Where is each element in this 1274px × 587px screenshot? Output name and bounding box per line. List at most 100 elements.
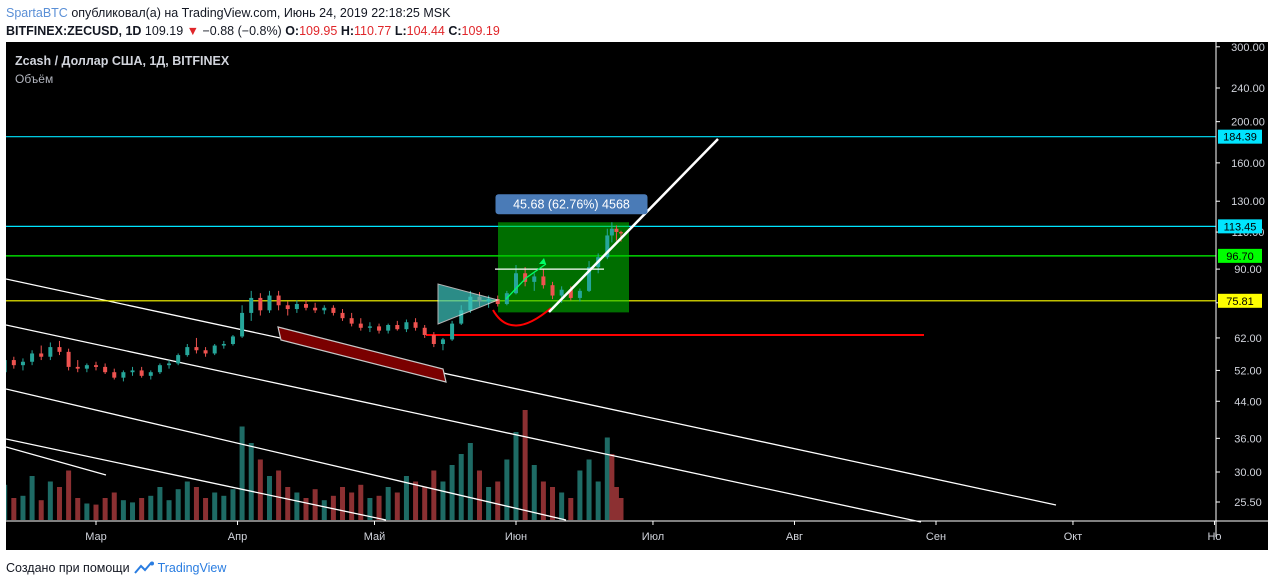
channel-line: [5, 324, 922, 523]
time-axis[interactable]: Мар Апр Май Июн Июл Авг Сен Окт Но: [6, 520, 1268, 543]
volume-bar: [47, 481, 53, 520]
x-tick-label: Июн: [505, 531, 527, 543]
volume-bar: [166, 500, 172, 520]
candle-body: [587, 267, 592, 291]
volume-bar: [193, 487, 199, 520]
volume-bar: [212, 492, 218, 520]
price-level-tag: [1218, 219, 1262, 234]
volume-bar: [2, 484, 8, 520]
candle-body: [167, 363, 172, 366]
candle-body: [39, 353, 44, 357]
candle-body: [577, 290, 582, 298]
volume-bar: [257, 459, 263, 520]
price-level-tag: [1218, 248, 1262, 263]
candle-body: [267, 295, 272, 311]
candle-body: [57, 347, 62, 352]
candle-body: [514, 273, 518, 294]
y-tick-label: 240.00: [1231, 83, 1265, 95]
candle-body: [431, 334, 436, 344]
low-value: 104.44: [406, 24, 445, 38]
candle-body: [532, 276, 537, 282]
candle-body: [66, 351, 71, 367]
created-with-text: Создано при помощи: [6, 561, 130, 575]
volume-bar: [513, 432, 519, 520]
price-chart[interactable]: 45.68 (62.76%) 4568 300.00 240.00 200.00 16…: [2, 42, 1268, 550]
volume-bar: [276, 470, 282, 520]
candle-body: [413, 322, 418, 328]
y-tick-label: 36.00: [1234, 433, 1262, 445]
volume-bar: [618, 498, 624, 520]
volume-bar: [120, 500, 126, 520]
open-value: 109.95: [299, 24, 338, 38]
drawings-layer: 45.68 (62.76%) 4568: [437, 138, 719, 327]
candle-body: [112, 372, 117, 378]
volume-bar: [568, 498, 574, 520]
volume-bar: [394, 492, 400, 520]
volume-bar: [102, 498, 108, 520]
candle-body: [2, 360, 7, 373]
volume-bar: [376, 495, 382, 520]
volume-bar: [531, 465, 537, 520]
channel-line: [5, 278, 1057, 506]
volume-bar: [385, 487, 391, 520]
y-tick-label: 90.00: [1234, 264, 1262, 276]
price-level-tag-label: 184.39: [1223, 132, 1257, 144]
candle-body: [240, 312, 245, 337]
cup-arc: [492, 307, 552, 327]
candle-body: [139, 370, 144, 376]
candle-body: [609, 228, 614, 236]
volume-bar: [139, 498, 145, 520]
publish-line: SpartaBTC опубликовал(а) на TradingView.…: [6, 4, 500, 22]
candle-body: [404, 322, 409, 330]
price-level-tag: [1218, 129, 1262, 144]
candle-body: [157, 365, 162, 373]
x-tick-label: Июл: [642, 531, 664, 543]
chart-header: SpartaBTC опубликовал(а) на TradingView.…: [6, 4, 500, 40]
candle-body: [605, 235, 610, 258]
volume-bar: [431, 470, 437, 520]
price-axis[interactable]: 300.00240.00200.00160.00130.00110.0090.0…: [1215, 42, 1268, 537]
volume-bar: [184, 481, 190, 520]
legend-volume-label: Объём: [15, 72, 53, 86]
volume-bar: [203, 498, 209, 520]
axis-background: [1216, 42, 1268, 537]
tradingview-link[interactable]: TradingView: [133, 561, 227, 575]
chart-area[interactable]: 45.68 (62.76%) 4568 300.00 240.00 200.00 16…: [2, 42, 1268, 550]
volume-bar: [66, 470, 72, 520]
volume-bar: [248, 443, 254, 520]
volume-bar: [559, 492, 565, 520]
candle-body: [258, 297, 263, 311]
price-level-tag-label: 113.45: [1224, 221, 1257, 233]
volume-bar: [340, 487, 346, 520]
candle-body: [249, 297, 254, 313]
tradingview-brand: TradingView: [157, 561, 227, 575]
x-tick-label: Сен: [926, 531, 946, 543]
candle-body: [212, 345, 217, 354]
volume-bar: [458, 454, 464, 520]
volume-bar: [358, 484, 364, 520]
breakout-line: [548, 138, 719, 313]
volume-bar: [413, 481, 419, 520]
volume-bar: [467, 443, 473, 520]
measure-label-bg: [495, 194, 648, 215]
y-tick-label: 44.00: [1234, 396, 1262, 408]
volume-bar: [330, 495, 336, 520]
candle-body: [559, 289, 564, 296]
volume-bar: [266, 476, 272, 520]
volume-bar: [11, 498, 17, 520]
high-value: 110.77: [354, 24, 392, 38]
candle-body: [176, 355, 181, 364]
volume-bar: [495, 481, 501, 520]
x-tick-label: Апр: [228, 531, 247, 543]
measure-label: 45.68 (62.76%) 4568: [513, 197, 630, 211]
down-arrow-icon: ▼: [186, 24, 200, 38]
author-link[interactable]: SpartaBTC: [6, 6, 68, 20]
candle-body: [203, 350, 208, 354]
candle-body: [148, 372, 153, 376]
candle-body: [130, 370, 135, 373]
x-tick-label: Май: [364, 531, 386, 543]
price-change: −0.88 (−0.8%): [202, 24, 282, 38]
projection-arrow: [505, 263, 547, 300]
volume-bar: [486, 487, 492, 520]
volume-bar: [604, 437, 610, 520]
